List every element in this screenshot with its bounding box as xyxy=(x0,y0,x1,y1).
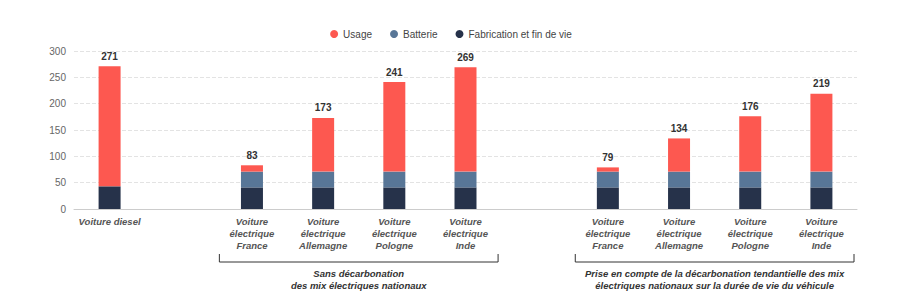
svg-text:électriques nationaux sur la d: électriques nationaux sur la durée de vi… xyxy=(595,280,834,291)
svg-text:France: France xyxy=(592,240,624,251)
svg-text:électrique: électrique xyxy=(657,228,703,239)
svg-text:Sans décarbonation: Sans décarbonation xyxy=(313,268,404,279)
svg-text:électrique: électrique xyxy=(230,228,276,239)
svg-text:Voiture: Voiture xyxy=(236,216,269,227)
svg-text:Voiture diesel: Voiture diesel xyxy=(79,216,141,227)
svg-text:219: 219 xyxy=(813,78,830,89)
svg-text:100: 100 xyxy=(49,151,66,162)
svg-text:250: 250 xyxy=(49,72,66,83)
svg-text:Allemagne: Allemagne xyxy=(298,240,348,251)
svg-text:176: 176 xyxy=(742,101,759,112)
svg-text:Batterie: Batterie xyxy=(403,29,438,40)
svg-text:Voiture: Voiture xyxy=(734,216,767,227)
svg-text:France: France xyxy=(236,240,268,251)
svg-text:150: 150 xyxy=(49,125,66,136)
svg-text:Prise en compte de la décarbon: Prise en compte de la décarbonation tend… xyxy=(585,268,845,279)
svg-text:électrique: électrique xyxy=(799,228,845,239)
svg-text:Voiture: Voiture xyxy=(592,216,625,227)
svg-text:Voiture: Voiture xyxy=(663,216,696,227)
svg-text:Voiture: Voiture xyxy=(449,216,482,227)
svg-text:300: 300 xyxy=(49,46,66,57)
svg-text:électrique: électrique xyxy=(301,228,347,239)
svg-text:173: 173 xyxy=(315,102,332,113)
svg-text:0: 0 xyxy=(60,204,66,215)
svg-text:200: 200 xyxy=(49,98,66,109)
svg-text:Inde: Inde xyxy=(456,240,476,251)
svg-text:électrique: électrique xyxy=(372,228,418,239)
svg-text:électrique: électrique xyxy=(728,228,774,239)
svg-text:79: 79 xyxy=(602,152,614,163)
svg-text:des mix électriques nationaux: des mix électriques nationaux xyxy=(291,280,427,291)
svg-text:Pologne: Pologne xyxy=(376,240,414,251)
svg-text:50: 50 xyxy=(55,177,67,188)
svg-text:électrique: électrique xyxy=(585,228,631,239)
svg-text:électrique: électrique xyxy=(443,228,489,239)
svg-text:Voiture: Voiture xyxy=(378,216,411,227)
svg-text:134: 134 xyxy=(671,123,688,134)
svg-text:Allemagne: Allemagne xyxy=(654,240,704,251)
svg-text:Inde: Inde xyxy=(812,240,832,251)
svg-text:83: 83 xyxy=(246,150,258,161)
svg-text:269: 269 xyxy=(457,52,474,63)
svg-text:241: 241 xyxy=(386,67,403,78)
svg-text:Voiture: Voiture xyxy=(307,216,340,227)
svg-text:Voiture: Voiture xyxy=(805,216,838,227)
svg-text:Usage: Usage xyxy=(343,29,372,40)
svg-text:271: 271 xyxy=(101,51,118,62)
svg-text:Pologne: Pologne xyxy=(731,240,769,251)
svg-text:Fabrication et fin de vie: Fabrication et fin de vie xyxy=(468,29,572,40)
